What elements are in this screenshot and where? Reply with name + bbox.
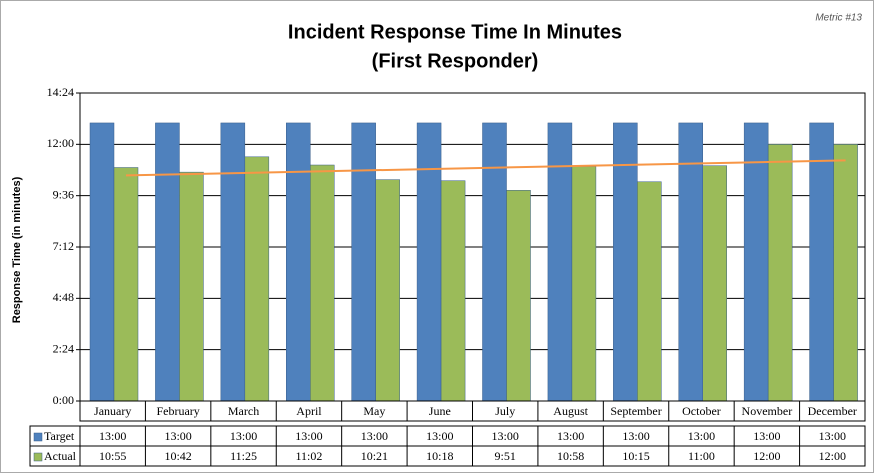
data-label: 9:51 — [495, 449, 516, 463]
bar — [286, 122, 311, 402]
bar — [351, 122, 376, 402]
data-label: 13:00 — [557, 429, 584, 443]
bar — [613, 122, 638, 402]
y-axis-label: Response Time (in minutes) — [11, 176, 23, 323]
data-label: 12:00 — [753, 449, 780, 463]
chart-title: Incident Response Time In Minutes — [288, 21, 622, 43]
bar — [767, 144, 793, 402]
data-label: 13:00 — [99, 429, 126, 443]
data-label: 13:00 — [622, 429, 649, 443]
x-tick-label: April — [296, 404, 322, 418]
legend-label: Actual — [44, 449, 77, 463]
trendline — [125, 159, 846, 177]
x-tick-label: September — [610, 404, 661, 418]
y-tick-label: 14:24 — [47, 85, 74, 99]
data-label: 10:15 — [622, 449, 649, 463]
x-tick-label: July — [495, 404, 515, 418]
chart-subtitle: (First Responder) — [372, 50, 539, 72]
bar — [482, 122, 507, 402]
x-tick-label: June — [429, 404, 451, 418]
y-tick-label: 9:36 — [53, 187, 74, 201]
y-tick-label: 0:00 — [53, 393, 74, 407]
bar — [547, 122, 573, 402]
bar — [506, 190, 531, 402]
data-label: 13:00 — [753, 429, 780, 443]
bar — [89, 122, 115, 402]
metric-note: Metric #13 — [815, 13, 862, 24]
bar — [571, 166, 597, 402]
bar — [440, 180, 466, 402]
y-tick-label: 2:24 — [53, 341, 74, 355]
data-label: 10:18 — [426, 449, 453, 463]
data-label: 10:21 — [361, 449, 388, 463]
data-label: 13:00 — [688, 429, 715, 443]
data-label: 10:58 — [557, 449, 584, 463]
data-label: 13:00 — [230, 429, 257, 443]
y-tick-label: 7:12 — [53, 239, 74, 253]
x-tick-label: November — [742, 404, 793, 418]
bar — [743, 122, 769, 402]
bar — [244, 156, 270, 402]
legend-swatch — [33, 432, 43, 442]
bar — [179, 171, 204, 402]
data-label: 13:00 — [426, 429, 453, 443]
bar — [113, 167, 139, 402]
data-label: 12:00 — [819, 449, 846, 463]
bar — [809, 122, 834, 402]
bar — [702, 165, 727, 402]
x-tick-label: December — [808, 404, 857, 418]
bar — [375, 179, 400, 402]
bar — [833, 144, 858, 402]
data-label: 13:00 — [164, 429, 191, 443]
data-label: 11:02 — [296, 449, 323, 463]
data-label: 11:25 — [230, 449, 257, 463]
x-tick-label: February — [156, 404, 199, 418]
data-label: 11:00 — [688, 449, 715, 463]
legend-swatch — [33, 452, 43, 462]
bar — [637, 181, 662, 402]
bar — [416, 122, 442, 402]
bar — [310, 164, 335, 402]
x-tick-label: January — [94, 404, 131, 418]
bar — [155, 122, 180, 402]
data-label: 13:00 — [361, 429, 388, 443]
data-label: 10:55 — [99, 449, 126, 463]
data-label: 13:00 — [492, 429, 519, 443]
legend-label: Target — [44, 429, 75, 443]
x-tick-label: August — [553, 404, 588, 418]
data-label: 10:42 — [164, 449, 191, 463]
y-tick-label: 12:00 — [47, 136, 74, 150]
x-tick-label: May — [363, 404, 385, 418]
bar — [220, 122, 246, 402]
x-tick-label: March — [228, 404, 259, 418]
data-label: 13:00 — [819, 429, 846, 443]
data-label: 13:00 — [295, 429, 322, 443]
x-tick-label: October — [682, 404, 721, 418]
y-tick-label: 4:48 — [53, 290, 74, 304]
